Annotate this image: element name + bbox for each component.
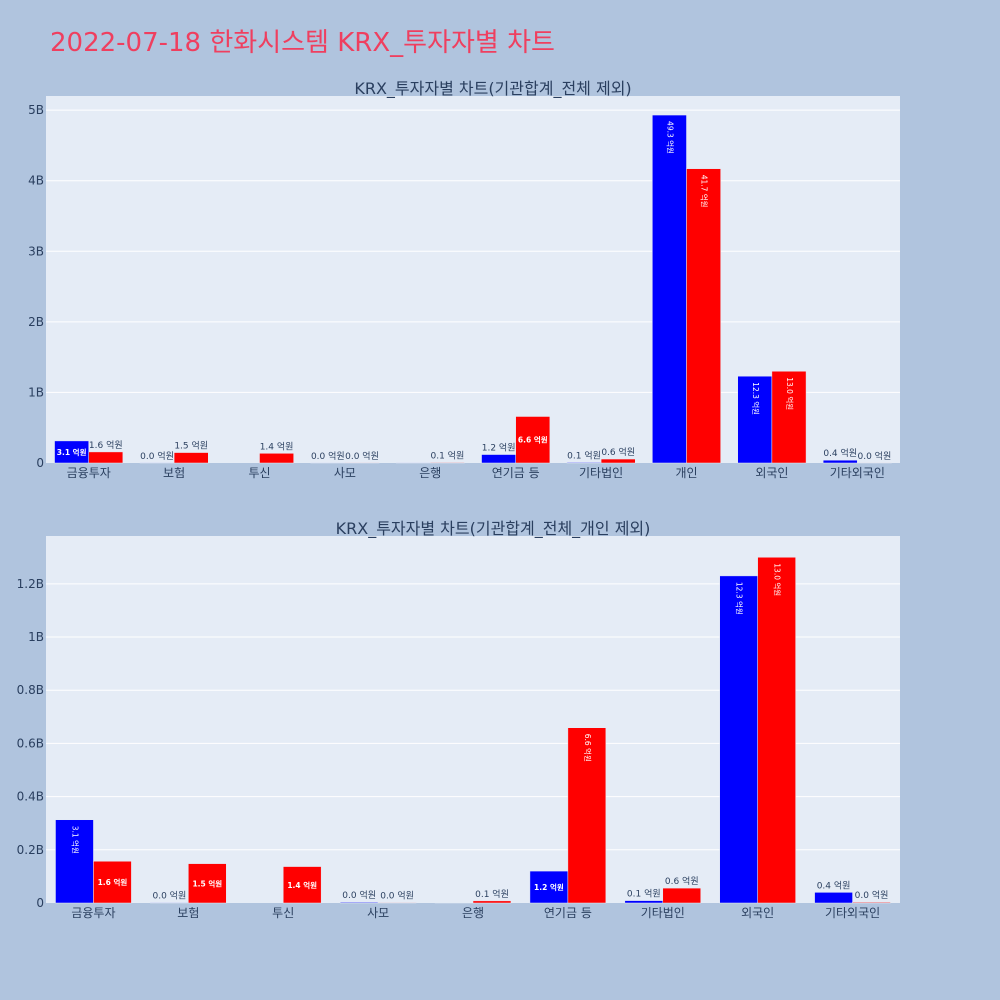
chart1-data-label: 1.4 억원 (260, 440, 294, 452)
chart2-x-tick-label: 외국인 (741, 906, 774, 920)
chart2-bar (93, 860, 132, 904)
chart1-data-label: 0.1 억원 (431, 449, 465, 461)
chart1-data-label: 13.0 억원 (785, 377, 794, 410)
chart2-data-label: 3.1 억원 (70, 826, 79, 854)
chart2-x-tick-label: 기타외국인 (825, 906, 880, 920)
chart2-data-label: 0.4 억원 (817, 879, 851, 891)
chart2-bar (567, 727, 607, 904)
chart1-bar (515, 416, 551, 464)
chart1-y-tick-label: 0 (36, 456, 44, 470)
chart2-bar (377, 902, 417, 904)
chart2-bar (719, 575, 758, 904)
chart2-data-label: 0.0 억원 (342, 889, 376, 901)
chart2-y-tick-label: 0.8B (17, 683, 44, 697)
chart1-bar (566, 462, 602, 464)
chart2-bar (339, 901, 379, 904)
chart2-y-tick-label: 1B (28, 630, 44, 644)
chart1-x-tick-label: 투신 (248, 466, 270, 480)
chart1-data-label: 0.0 억원 (345, 450, 379, 462)
chart2-data-label: 1.6 억원 (98, 877, 128, 887)
chart2-bar (55, 819, 94, 904)
chart1-bar (481, 454, 516, 464)
chart2-data-label: 0.6 억원 (665, 875, 699, 887)
chart1-x-tick-label: 연기금 등 (492, 466, 540, 480)
chart1-data-label: 0.4 억원 (823, 447, 857, 459)
chart1-title: KRX_투자자별 차트(기관합계_전체 제외) (354, 79, 631, 99)
chart2-y-tick-label: 0.4B (17, 790, 44, 804)
chart1-data-label: 1.5 억원 (174, 440, 208, 452)
chart1-bar (822, 459, 858, 464)
chart2-data-label: 1.4 억원 (287, 880, 317, 890)
chart1-bar (771, 371, 807, 464)
chart1-x-tick-label: 기타외국인 (830, 466, 885, 480)
chart1-data-label: 0.0 억원 (140, 450, 174, 462)
chart1-y-tick-label: 1B (28, 385, 44, 399)
chart2-data-label: 12.3 억원 (735, 582, 744, 615)
chart1-data-label: 1.6 억원 (89, 439, 123, 451)
chart1-bar (652, 114, 687, 464)
chart2-bar (814, 892, 853, 904)
chart2-data-label: 0.0 억원 (380, 889, 414, 901)
page-title: 2022-07-18 한화시스템 KRX_투자자별 차트 (50, 28, 555, 58)
chart2-x-tick-label: 투신 (272, 906, 294, 920)
chart2-x-tick-label: 기타법인 (641, 906, 685, 920)
chart2-data-label: 13.0 억원 (773, 563, 782, 596)
chart2-bar (624, 900, 664, 904)
chart1-x-tick-label: 금융투자 (67, 466, 111, 480)
chart1-bar (259, 453, 294, 464)
chart2-x-tick-label: 연기금 등 (544, 906, 592, 920)
chart1-bar (430, 462, 465, 464)
chart1-data-label: 0.0 억원 (311, 450, 345, 462)
chart2-bar (188, 863, 227, 904)
chart1-data-label: 0.6 억원 (601, 446, 635, 458)
chart2-x-tick-label: 보험 (177, 906, 199, 920)
chart2-data-label: 1.2 억원 (534, 882, 564, 892)
chart1-data-label: 6.6 억원 (518, 435, 548, 445)
chart1-y-tick-label: 2B (28, 315, 44, 329)
chart2-data-label: 0.0 억원 (152, 889, 186, 901)
chart1-bar (600, 458, 636, 464)
chart1-data-label: 49.3 억원 (665, 121, 674, 154)
chart2-y-tick-label: 1.2B (17, 577, 44, 591)
chart2-data-label: 0.1 억원 (475, 888, 509, 900)
chart1-data-label: 0.1 억원 (567, 449, 601, 461)
chart2-title: KRX_투자자별 차트(기관합계_전체_개인 제외) (336, 519, 651, 539)
chart1-data-label: 0.0 억원 (858, 450, 892, 462)
chart1-y-tick-label: 4B (28, 174, 44, 188)
chart1-bar (173, 452, 209, 464)
chart2-bar (150, 902, 189, 904)
chart2-x-tick-label: 금융투자 (71, 906, 115, 920)
chart2-bar (662, 887, 701, 904)
chart2-x-tick-label: 은행 (462, 905, 484, 920)
chart2-bar (282, 866, 322, 904)
chart1-data-label: 41.7 억원 (700, 175, 709, 208)
chart1-x-tick-label: 사모 (334, 466, 356, 480)
chart1-bar (88, 451, 124, 464)
chart2-data-label: 1.5 억원 (192, 878, 222, 888)
chart2-data-label: 0.0 억원 (855, 889, 889, 901)
chart2-bar (529, 870, 569, 904)
chart2-y-tick-label: 0 (36, 896, 44, 910)
chart2-data-label: 6.6 억원 (583, 734, 592, 762)
chart1-x-tick-label: 기타법인 (579, 466, 623, 480)
chart2-data-label: 0.1 억원 (627, 888, 661, 900)
chart2-bar (757, 557, 796, 904)
chart2-y-tick-label: 0.6B (17, 736, 44, 750)
chart1-data-label: 3.1 억원 (57, 447, 87, 457)
chart1-data-label: 12.3 억원 (751, 382, 760, 415)
chart2-bar (472, 900, 512, 904)
chart2-x-tick-label: 사모 (367, 906, 389, 920)
chart1-x-tick-label: 외국인 (755, 466, 788, 480)
chart1-y-tick-label: 5B (28, 103, 44, 117)
chart1-bar (686, 168, 721, 464)
chart1-x-tick-label: 은행 (419, 465, 441, 480)
chart1-data-label: 1.2 억원 (482, 442, 516, 454)
chart2-bar (852, 901, 891, 904)
chart1-y-tick-label: 3B (28, 244, 44, 258)
chart2-y-tick-label: 0.2B (17, 843, 44, 857)
chart1-x-tick-label: 개인 (675, 466, 697, 480)
chart1-x-tick-label: 보험 (163, 466, 185, 480)
